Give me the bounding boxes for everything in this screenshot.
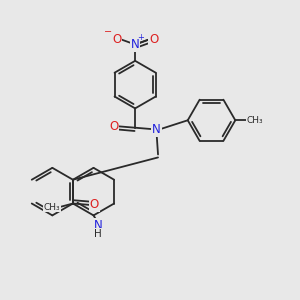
Text: N: N xyxy=(94,219,102,232)
Text: O: O xyxy=(149,33,158,46)
Text: O: O xyxy=(112,33,121,46)
Text: O: O xyxy=(109,120,119,133)
Text: O: O xyxy=(90,199,99,212)
Text: CH₃: CH₃ xyxy=(247,116,263,125)
Text: CH₃: CH₃ xyxy=(44,202,60,211)
Text: +: + xyxy=(137,33,144,42)
Text: N: N xyxy=(131,38,140,51)
Text: N: N xyxy=(152,123,161,136)
Text: H: H xyxy=(94,229,102,239)
Text: −: − xyxy=(104,27,112,37)
